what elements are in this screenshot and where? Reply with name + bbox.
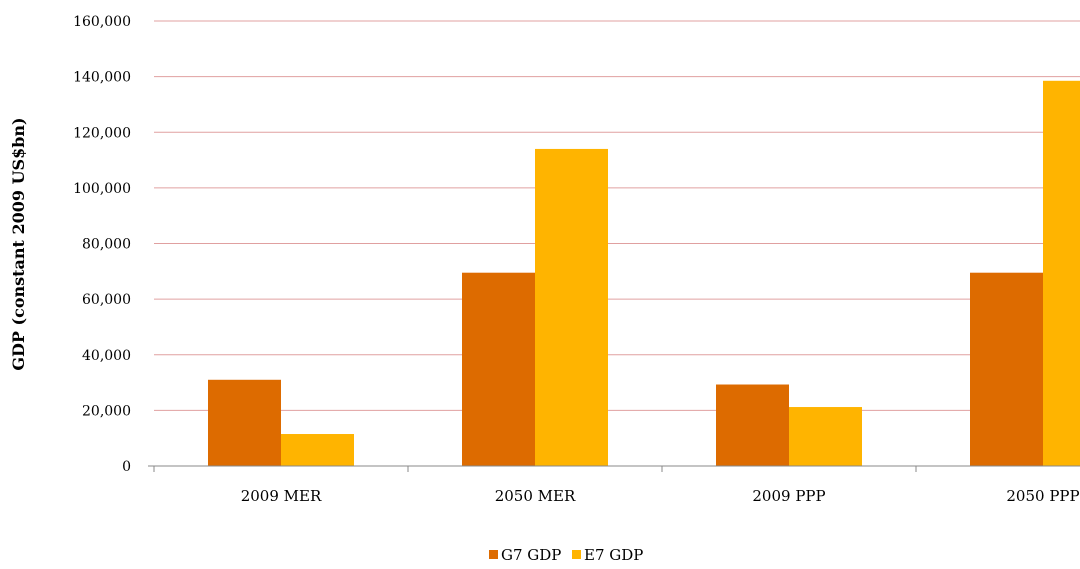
y-tick-label: 100,000 [73,181,131,197]
x-axis [148,465,1080,472]
legend-label: G7 GDP [501,546,561,564]
y-tick-label: 20,000 [82,403,131,419]
y-axis-title: GDP (constant 2009 US$bn) [9,117,28,370]
bar-g7-gdp-3 [970,272,1043,466]
legend-swatch [572,550,581,559]
y-tick-label: 120,000 [73,125,131,141]
x-category-label: 2050 PPP [1006,487,1079,505]
y-tick-label: 40,000 [82,348,131,364]
bar-g7-gdp-0 [208,379,281,466]
bar-e7-gdp-1 [535,148,608,466]
x-axis-category-labels: 2009 MER 2050 MER 2009 PPP 2050 PPP [241,487,1080,505]
x-category-label: 2009 PPP [752,487,825,505]
y-axis-tick-labels: 0 20,000 40,000 60,000 80,000 100,000 120,000 1… [73,14,131,475]
x-category-label: 2009 MER [241,487,322,505]
bar-e7-gdp-3 [1043,80,1080,466]
bar-g7-gdp-1 [462,272,535,466]
bar-e7-gdp-2 [789,407,862,466]
bar-e7-gdp-0 [281,434,354,466]
legend-label: E7 GDP [584,546,643,564]
y-tick-label: 140,000 [73,70,131,86]
y-tick-label: 160,000 [73,14,131,30]
y-tick-label: 0 [122,459,131,475]
y-tick-label: 60,000 [82,292,131,308]
bars [208,80,1080,466]
legend-swatch [489,550,498,559]
y-tick-label: 80,000 [82,237,131,253]
gridlines [154,20,1080,411]
x-category-label: 2050 MER [495,487,576,505]
legend: G7 GDP E7 GDP [489,546,643,564]
bar-g7-gdp-2 [716,384,789,466]
